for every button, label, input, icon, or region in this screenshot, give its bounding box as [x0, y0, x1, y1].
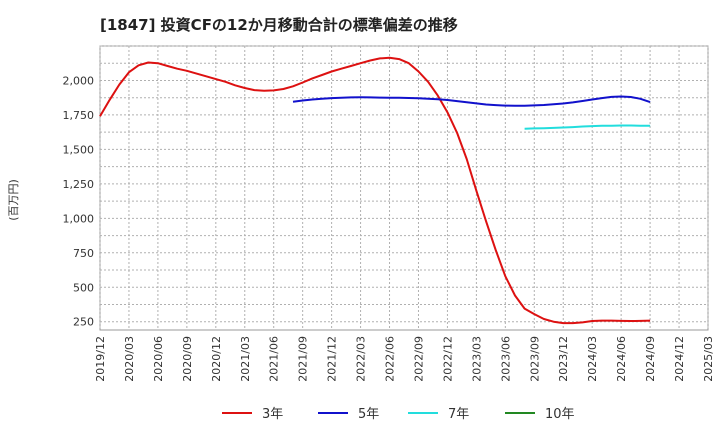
- x-tick-label: 2021/03: [239, 336, 252, 382]
- y-tick-label: 250: [73, 316, 94, 329]
- series-line-3: [524, 124, 651, 130]
- series-line-2: [292, 95, 651, 107]
- legend-label: 5年: [358, 407, 379, 422]
- x-tick-label: 2022/12: [441, 336, 454, 382]
- x-tick-label: 2021/06: [268, 336, 281, 382]
- chart-title: [1847] 投資CFの12か月移動合計の標準偏差の推移: [100, 16, 458, 34]
- x-tick-label: 2020/06: [152, 336, 165, 382]
- y-tick-label: 1,000: [63, 212, 95, 225]
- legend-label: 10年: [545, 407, 575, 422]
- y-tick-label: 1,250: [63, 178, 95, 191]
- x-tick-label: 2023/03: [470, 336, 483, 382]
- x-tick-label: 2020/12: [210, 336, 223, 382]
- legend: 3年 5年 7年 10年: [222, 407, 575, 422]
- x-tick-label: 2024/06: [615, 336, 628, 382]
- y-tick-label: 500: [73, 281, 94, 294]
- plot-frame: [99, 45, 709, 331]
- x-tick-label: 2024/09: [644, 336, 657, 382]
- x-tick-label: 2024/03: [586, 336, 599, 382]
- y-tick-label: 750: [73, 247, 94, 260]
- y-axis-label: (百万円): [7, 179, 20, 221]
- x-tick-label: 2024/12: [673, 336, 686, 382]
- plot-area: 250 500 750 1,000 1,250 1,500 1,750 2,000 2019/1…: [63, 45, 715, 382]
- x-tick-label: 2023/12: [557, 336, 570, 382]
- x-tick-label: 2019/12: [94, 336, 107, 382]
- x-tick-label: 2023/06: [499, 336, 512, 382]
- series-line-1: [99, 56, 651, 325]
- x-tick-label: 2023/09: [528, 336, 541, 382]
- y-tick-label: 2,000: [63, 74, 95, 87]
- x-tick-label: 2020/09: [181, 336, 194, 382]
- x-tick-label: 2020/03: [123, 336, 136, 382]
- legend-label: 7年: [448, 407, 469, 422]
- x-tick-label: 2022/03: [355, 336, 368, 382]
- x-tick-label: 2021/09: [297, 336, 310, 382]
- x-tick-label: 2022/09: [412, 336, 425, 382]
- x-tick-label: 2021/12: [326, 336, 339, 382]
- x-tick-label: 2025/03: [702, 336, 715, 382]
- y-tick-label: 1,500: [63, 143, 95, 156]
- y-tick-label: 1,750: [63, 109, 95, 122]
- legend-label: 3年: [262, 407, 283, 422]
- x-tick-label: 2022/06: [384, 336, 397, 382]
